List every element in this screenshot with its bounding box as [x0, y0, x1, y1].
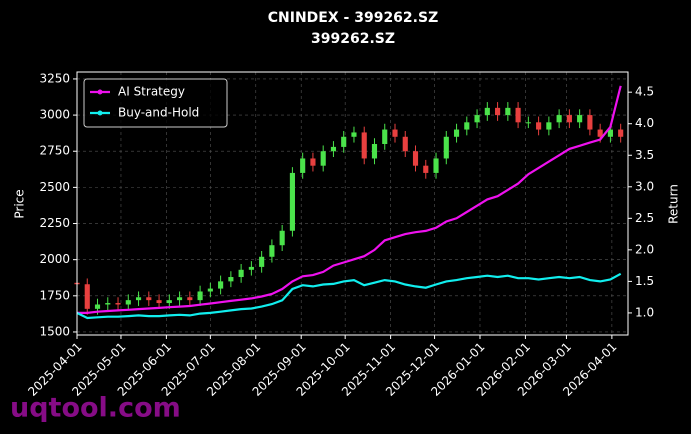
candle-body — [392, 129, 398, 137]
candle-body — [146, 297, 152, 301]
candle-body — [166, 300, 172, 304]
y2-axis-label: Return — [667, 184, 681, 224]
candle-body — [453, 129, 460, 137]
watermark: uqtool.com — [10, 393, 181, 424]
candle-body — [310, 158, 316, 166]
candle-body — [505, 107, 511, 116]
candle-body — [177, 297, 183, 301]
candle-body — [259, 256, 265, 267]
candle-body — [218, 281, 224, 289]
candle-body — [474, 115, 480, 123]
y-tick-label: 2750 — [39, 144, 70, 158]
candle-body — [228, 277, 234, 282]
candle-body — [300, 158, 306, 173]
candle-body — [279, 230, 285, 246]
candle-body — [546, 122, 552, 130]
legend-label: Buy-and-Hold — [118, 106, 199, 120]
candle-body — [371, 144, 378, 159]
candle-body — [536, 122, 542, 130]
y-tick-label: 2500 — [39, 180, 70, 194]
y-tick-label: 1750 — [39, 288, 70, 302]
candle-body — [484, 107, 490, 116]
chart-title: CNINDEX - 399262.SZ — [268, 10, 438, 26]
candle-body — [412, 151, 419, 166]
candle-body — [566, 115, 572, 123]
candle-body — [156, 300, 162, 304]
y-axis-label: Price — [13, 189, 27, 218]
candle-body — [597, 129, 603, 137]
candle-body — [84, 284, 90, 309]
y2-tick-label: 2.0 — [635, 242, 654, 256]
return-line — [77, 85, 622, 314]
legend-marker — [97, 110, 103, 116]
y-tick-label: 3000 — [39, 108, 70, 122]
candle-body — [269, 245, 275, 257]
chart-subtitle: 399262.SZ — [311, 31, 395, 47]
y-tick-label: 1500 — [39, 324, 70, 338]
candle-body — [197, 291, 203, 301]
candle-body — [361, 132, 367, 159]
candle-body — [115, 303, 121, 305]
y2-tick-label: 1.0 — [635, 305, 654, 319]
candle-body — [402, 136, 408, 152]
candle-body — [607, 129, 613, 137]
candle-body — [105, 303, 111, 305]
legend-box — [83, 78, 228, 128]
candle-body — [238, 269, 244, 278]
candle-body — [382, 129, 388, 145]
candle-body — [423, 165, 429, 173]
y2-tick-label: 4.0 — [635, 116, 654, 130]
y2-tick-label: 1.5 — [635, 274, 654, 288]
candle-body — [433, 158, 439, 173]
y2-tick-label: 3.5 — [635, 148, 654, 162]
candle-body — [515, 107, 521, 123]
y2-tick-label: 2.5 — [635, 211, 654, 225]
candle-body — [351, 132, 357, 137]
legend-marker — [97, 89, 103, 95]
candle-body — [187, 297, 193, 301]
candle-body — [443, 136, 449, 159]
y2-tick-label: 3.0 — [635, 179, 654, 193]
candle-body — [135, 297, 142, 301]
legend-label: AI Strategy — [118, 85, 185, 99]
candle-body — [330, 146, 337, 152]
plot-frame — [76, 71, 629, 336]
candle-body — [587, 115, 593, 130]
y-tick-label: 3250 — [39, 71, 70, 85]
candle-body — [289, 172, 295, 231]
y-tick-label: 2250 — [39, 216, 70, 230]
y-tick-label: 2000 — [39, 252, 70, 266]
candle-body — [341, 136, 347, 147]
candle-body — [320, 151, 326, 166]
return-line — [76, 272, 622, 320]
candle-body — [556, 115, 562, 123]
candle-body — [248, 266, 254, 270]
y2-tick-label: 4.5 — [635, 85, 654, 99]
candle-body — [464, 122, 470, 130]
candle-body — [577, 115, 583, 123]
candle-body — [207, 288, 213, 292]
candle-body — [125, 300, 131, 305]
candle-body — [525, 122, 531, 124]
candle-body — [495, 107, 501, 116]
candle-body — [618, 129, 624, 137]
candle-body — [94, 304, 101, 309]
